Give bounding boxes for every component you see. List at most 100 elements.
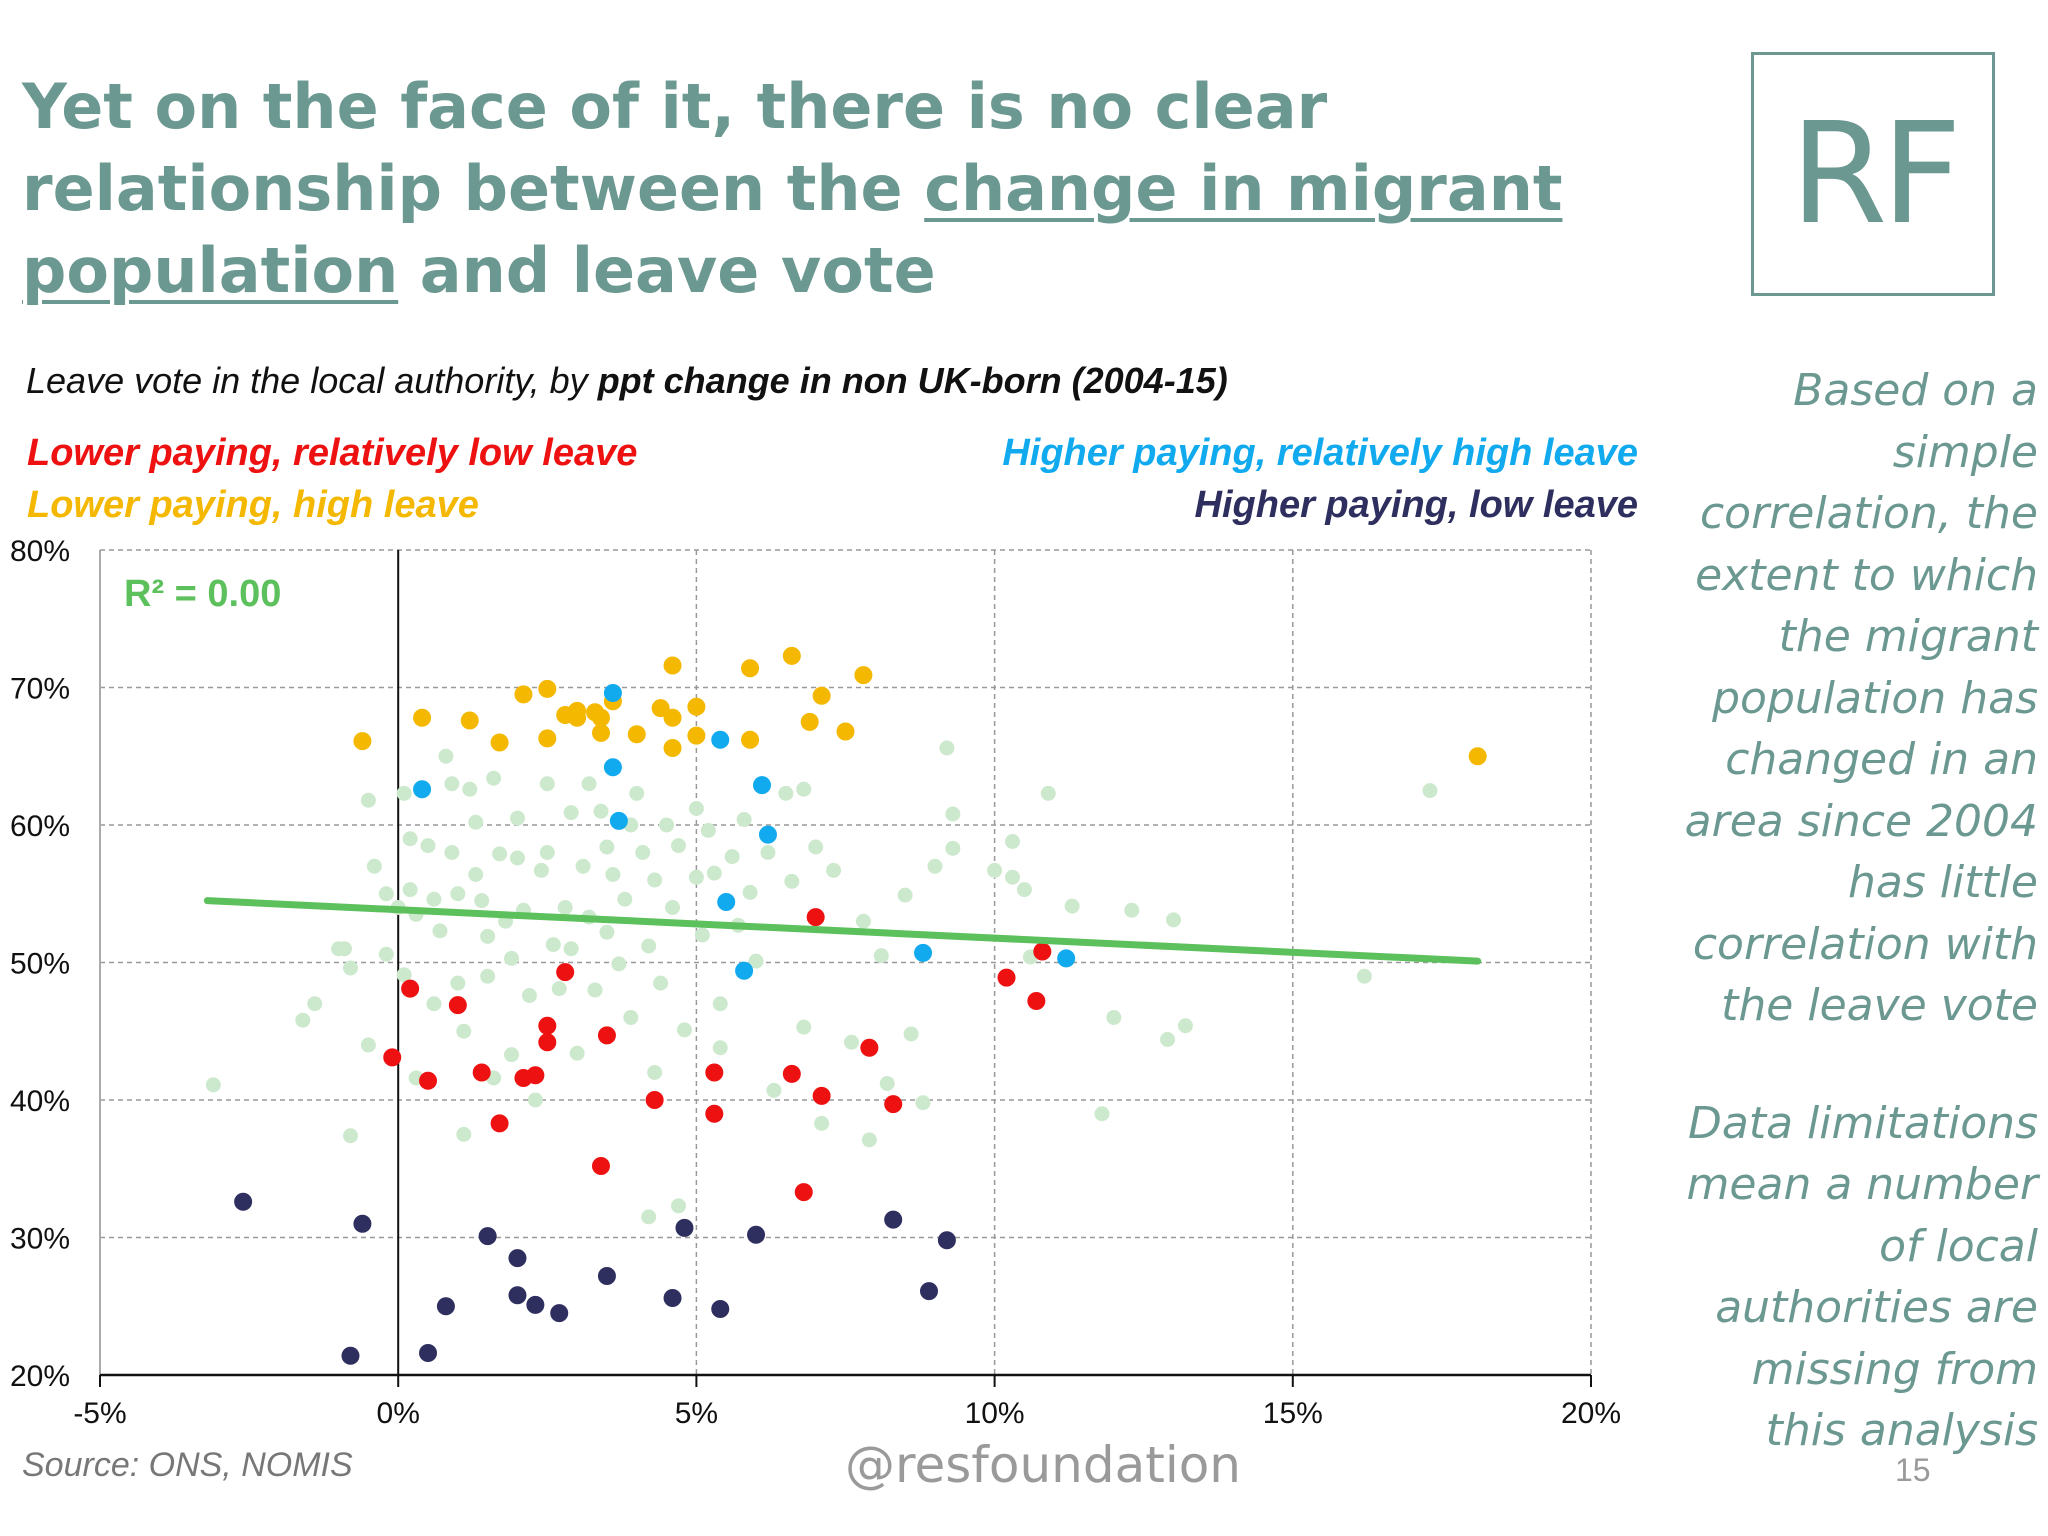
slide-title-underlined: change in migrant population	[22, 152, 1563, 307]
point-other	[432, 923, 448, 939]
point-higher-low	[526, 1295, 545, 1314]
point-lower-low	[556, 963, 575, 982]
point-other	[635, 845, 651, 860]
point-higher-high	[603, 684, 622, 702]
point-other	[647, 872, 663, 888]
point-lower-high	[1468, 747, 1487, 766]
point-lower-low	[705, 1063, 724, 1082]
point-higher-low	[341, 1346, 360, 1365]
point-other	[450, 975, 466, 991]
point-lower-low	[526, 1066, 545, 1085]
point-other	[509, 850, 525, 866]
point-other	[897, 887, 913, 903]
point-other	[1160, 1032, 1176, 1047]
y-tick-label: 30%	[10, 1223, 70, 1256]
point-lower-high	[663, 656, 682, 675]
chart-trendline	[203, 897, 1482, 965]
point-lower-low	[884, 1095, 903, 1114]
point-other	[396, 785, 412, 801]
point-higher-low	[937, 1231, 956, 1250]
point-other	[1016, 882, 1032, 898]
point-other	[641, 938, 657, 954]
legend-higher-paying-high-leave: Higher paying, relatively high leave	[1002, 432, 1638, 474]
point-other	[366, 858, 382, 874]
point-higher-low	[353, 1214, 372, 1233]
point-other	[462, 781, 478, 797]
y-tick-label: 50%	[10, 948, 70, 981]
point-higher-low	[478, 1227, 497, 1246]
point-other	[539, 776, 555, 792]
chart-grid	[100, 549, 1592, 1375]
x-tick-label: 5%	[675, 1397, 718, 1430]
point-other	[659, 817, 675, 833]
point-lower-high	[627, 725, 646, 744]
point-lower-low	[705, 1104, 724, 1123]
point-other	[444, 845, 460, 860]
point-other	[342, 960, 358, 976]
point-other	[945, 806, 961, 822]
y-tick-label: 40%	[10, 1085, 70, 1118]
point-other	[420, 838, 436, 854]
legend-lower-paying-low-leave: Lower paying, relatively low leave	[27, 432, 638, 474]
point-other	[486, 770, 502, 786]
point-other	[360, 1037, 376, 1053]
point-other	[557, 900, 573, 915]
point-other	[653, 975, 669, 991]
point-lower-low	[794, 1183, 813, 1202]
point-other	[641, 1209, 657, 1225]
point-other	[843, 1034, 859, 1050]
point-lower-high	[812, 686, 831, 705]
point-other	[987, 862, 1003, 878]
point-higher-low	[419, 1344, 438, 1362]
point-other	[748, 953, 764, 969]
point-other	[927, 858, 943, 874]
point-other	[1124, 902, 1140, 918]
point-other	[826, 862, 842, 878]
point-higher-low	[508, 1286, 527, 1305]
point-other	[521, 988, 537, 1003]
point-other	[712, 996, 728, 1012]
point-other	[1004, 869, 1020, 885]
point-other	[611, 956, 627, 972]
point-other	[396, 967, 412, 983]
point-other	[939, 740, 955, 756]
point-other	[468, 867, 484, 882]
point-higher-high	[914, 943, 933, 962]
point-other	[426, 891, 442, 907]
chart-points	[205, 646, 1487, 1365]
point-other	[617, 891, 633, 907]
point-other	[551, 981, 567, 997]
point-higher-high	[603, 758, 622, 777]
point-lower-high	[836, 722, 855, 741]
point-lower-high	[782, 646, 801, 665]
commentary: Based on a simple correlation, the exten…	[1660, 360, 2038, 1462]
point-lower-low	[419, 1071, 438, 1090]
point-other	[629, 785, 645, 801]
page-number: 15	[1895, 1452, 1931, 1488]
point-other	[563, 805, 579, 821]
chart-axes	[99, 550, 1592, 1387]
point-other	[468, 814, 484, 830]
trendline	[203, 897, 1482, 965]
point-lower-high	[538, 729, 557, 748]
point-lower-high	[741, 659, 760, 678]
point-other	[736, 812, 752, 827]
point-other	[814, 1115, 830, 1131]
point-lower-low	[538, 1016, 557, 1035]
point-other	[456, 1023, 472, 1039]
point-higher-high	[717, 893, 736, 911]
point-lower-high	[514, 685, 533, 704]
point-other	[402, 831, 418, 847]
point-lower-high	[741, 730, 760, 749]
point-lower-low	[997, 968, 1016, 987]
commentary-paragraph-1: Based on a simple correlation, the exten…	[1684, 365, 2038, 1031]
point-other	[533, 862, 549, 878]
point-other	[575, 858, 591, 874]
point-other	[873, 948, 889, 964]
point-lower-low	[401, 979, 420, 998]
point-lower-high	[490, 733, 509, 752]
x-tick-label: 10%	[965, 1397, 1025, 1430]
point-other	[903, 1026, 919, 1042]
point-other	[945, 840, 961, 856]
